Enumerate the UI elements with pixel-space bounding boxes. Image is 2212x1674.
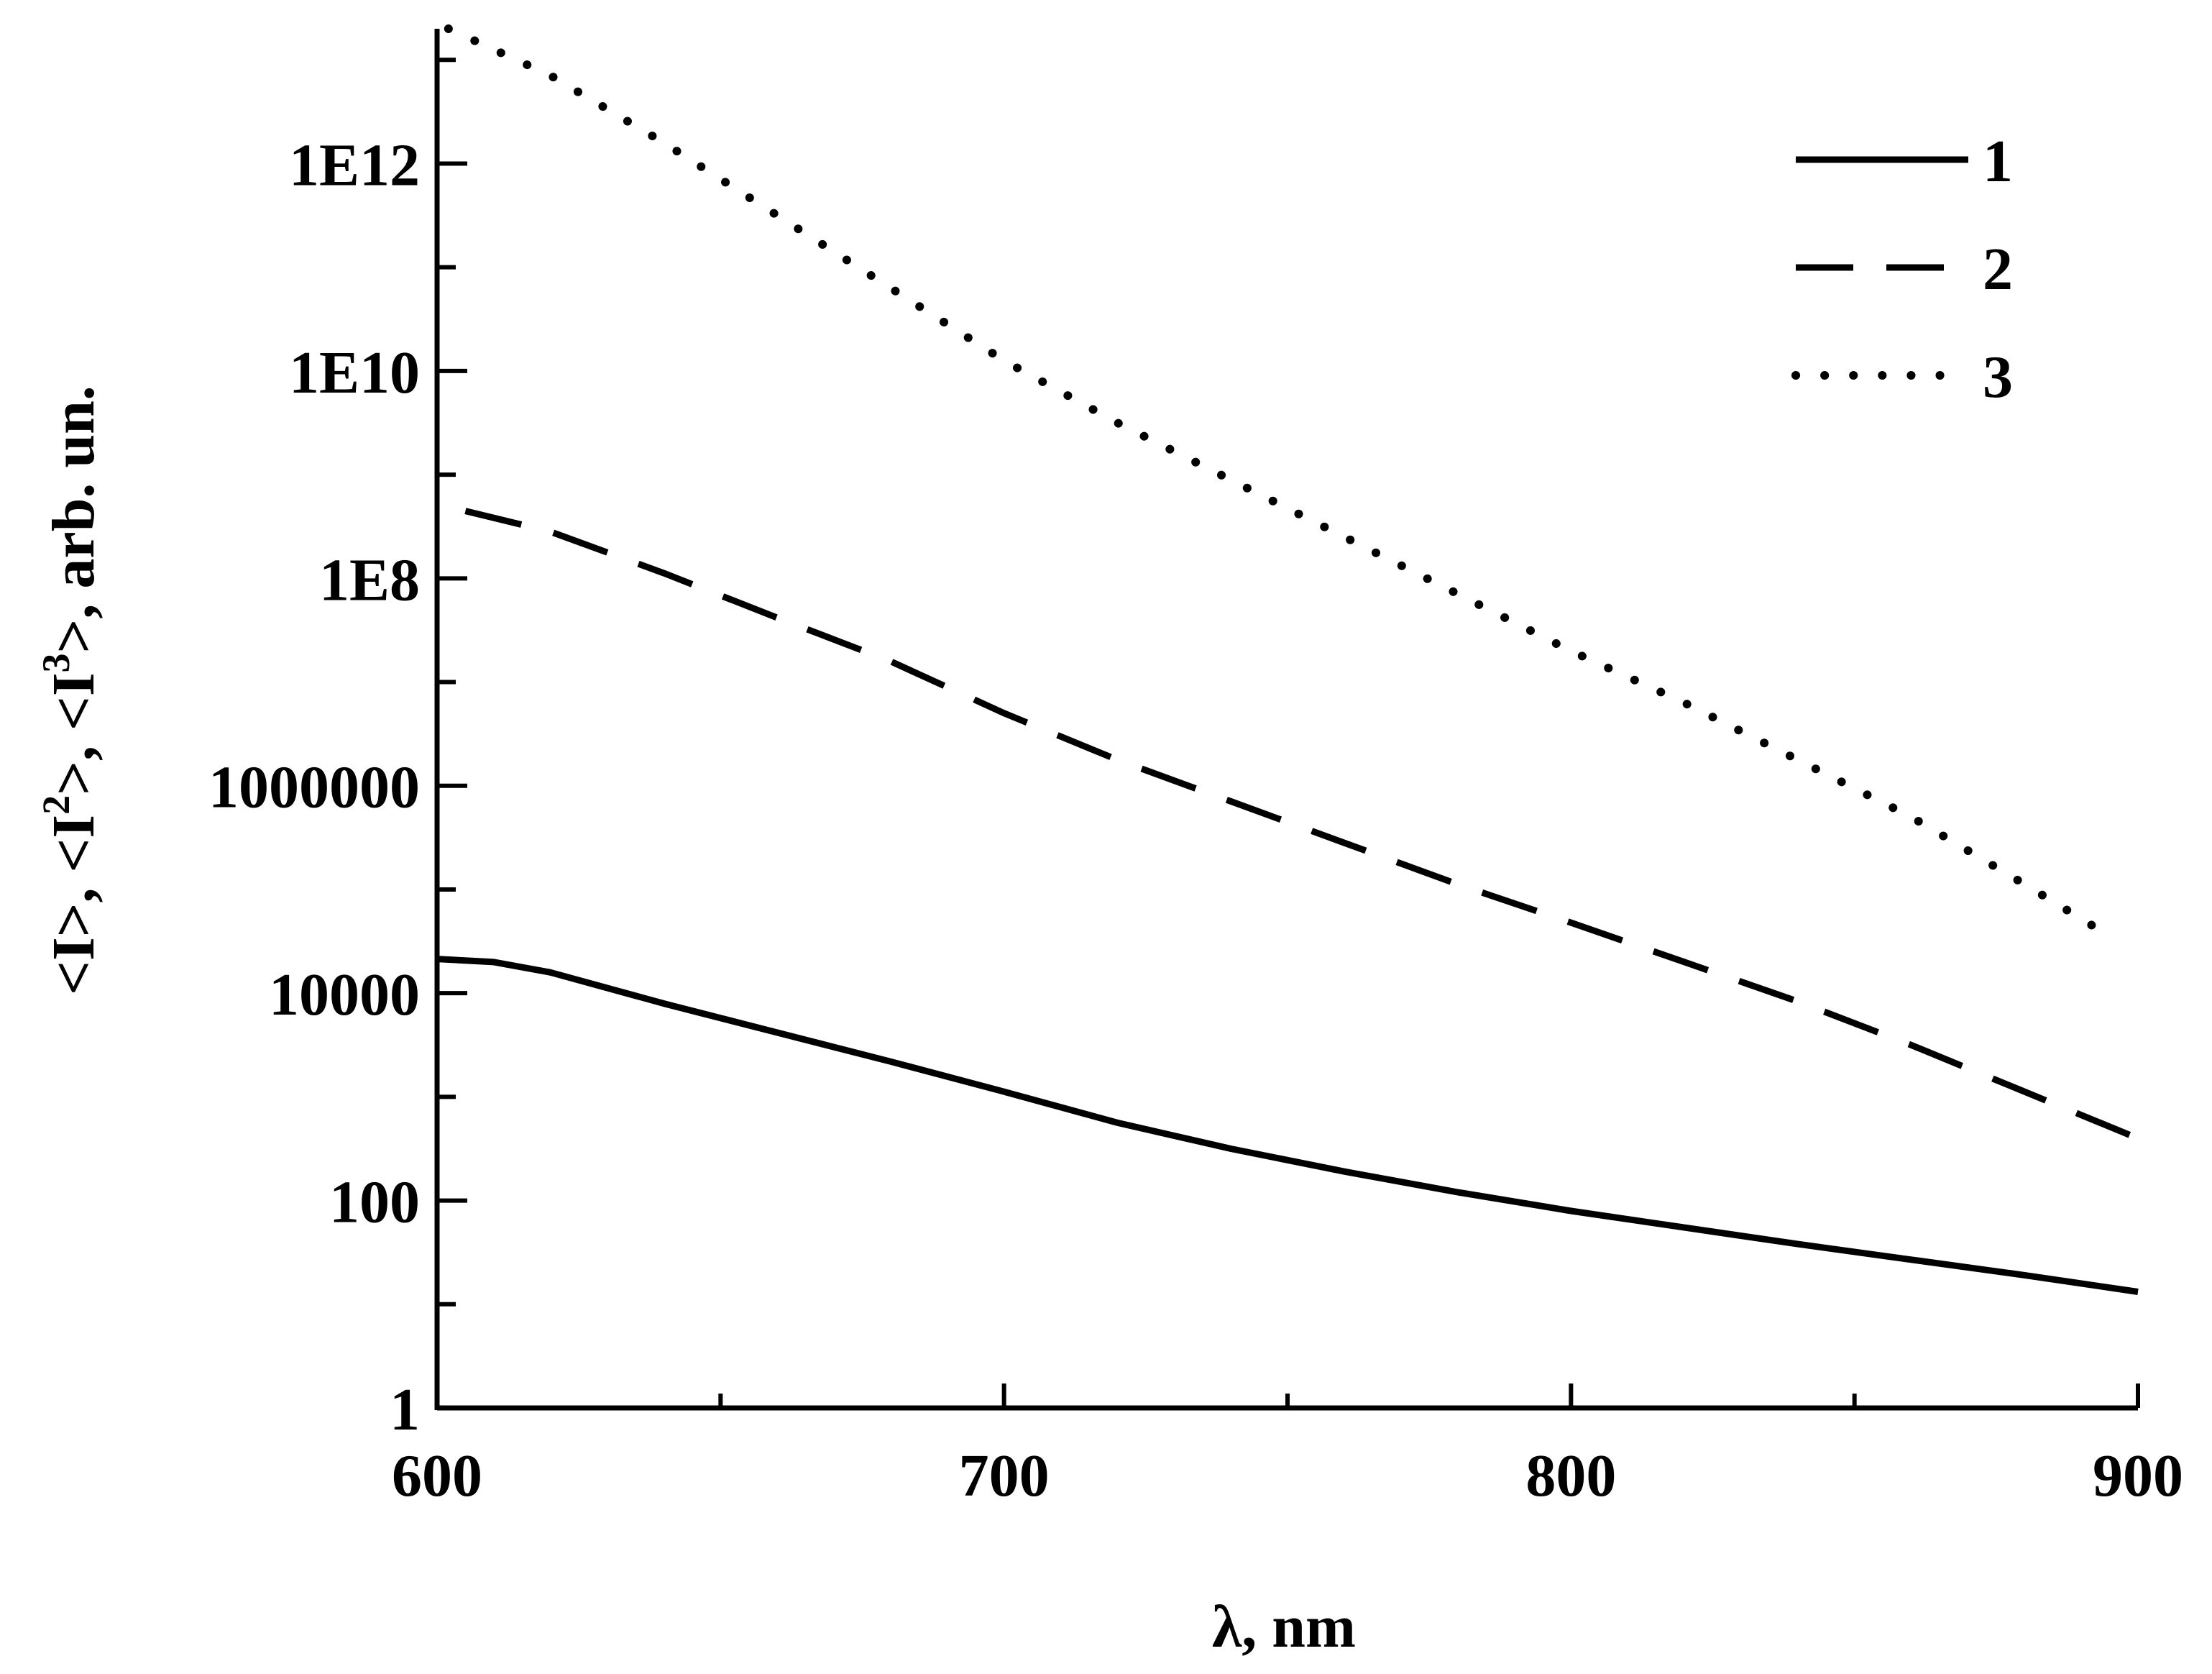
y-tick-label: 1000000 (208, 754, 420, 821)
legend-label-3: 3 (1983, 344, 2013, 411)
series-line-2 (464, 508, 2139, 1142)
y-axis-label-part: >, arb. un. (40, 385, 107, 653)
x-tick-label: 900 (2093, 1442, 2183, 1509)
y-axis-label-part: <I>, <I (40, 815, 107, 995)
series-line-1 (436, 956, 2139, 1295)
x-tick-label: 700 (959, 1442, 1050, 1509)
y-axis-label: <I>, <I2>, <I3>, arb. un. (35, 385, 107, 995)
y-tick-label: 10000 (269, 961, 420, 1028)
series-layer (436, 24, 2139, 1295)
y-tick-label: 1E12 (289, 132, 420, 198)
legend-label-1: 1 (1983, 128, 2013, 195)
y-tick-label: 1 (390, 1376, 420, 1443)
x-tick-label: 800 (1525, 1442, 1616, 1509)
legend: 1 2 3 (1791, 128, 2013, 411)
y-tick-label: 1E10 (289, 339, 420, 406)
x-axis-label: λ, nm (1212, 1593, 1356, 1660)
x-tick-label: 600 (392, 1442, 482, 1509)
y-axis-label-part: >, <I (40, 672, 107, 795)
y-tick-label: 1E8 (319, 546, 420, 613)
y-tick-label: 100 (329, 1169, 420, 1236)
y-axis-label-superscript: 3 (35, 653, 78, 672)
axes: 600 700 800 900 1 100 10000 1000000 1E8 1E10 1E12 (208, 29, 2183, 1509)
y-axis-label-superscript: 2 (35, 795, 78, 815)
legend-label-2: 2 (1983, 236, 2013, 303)
series-line-3 (444, 24, 2114, 941)
